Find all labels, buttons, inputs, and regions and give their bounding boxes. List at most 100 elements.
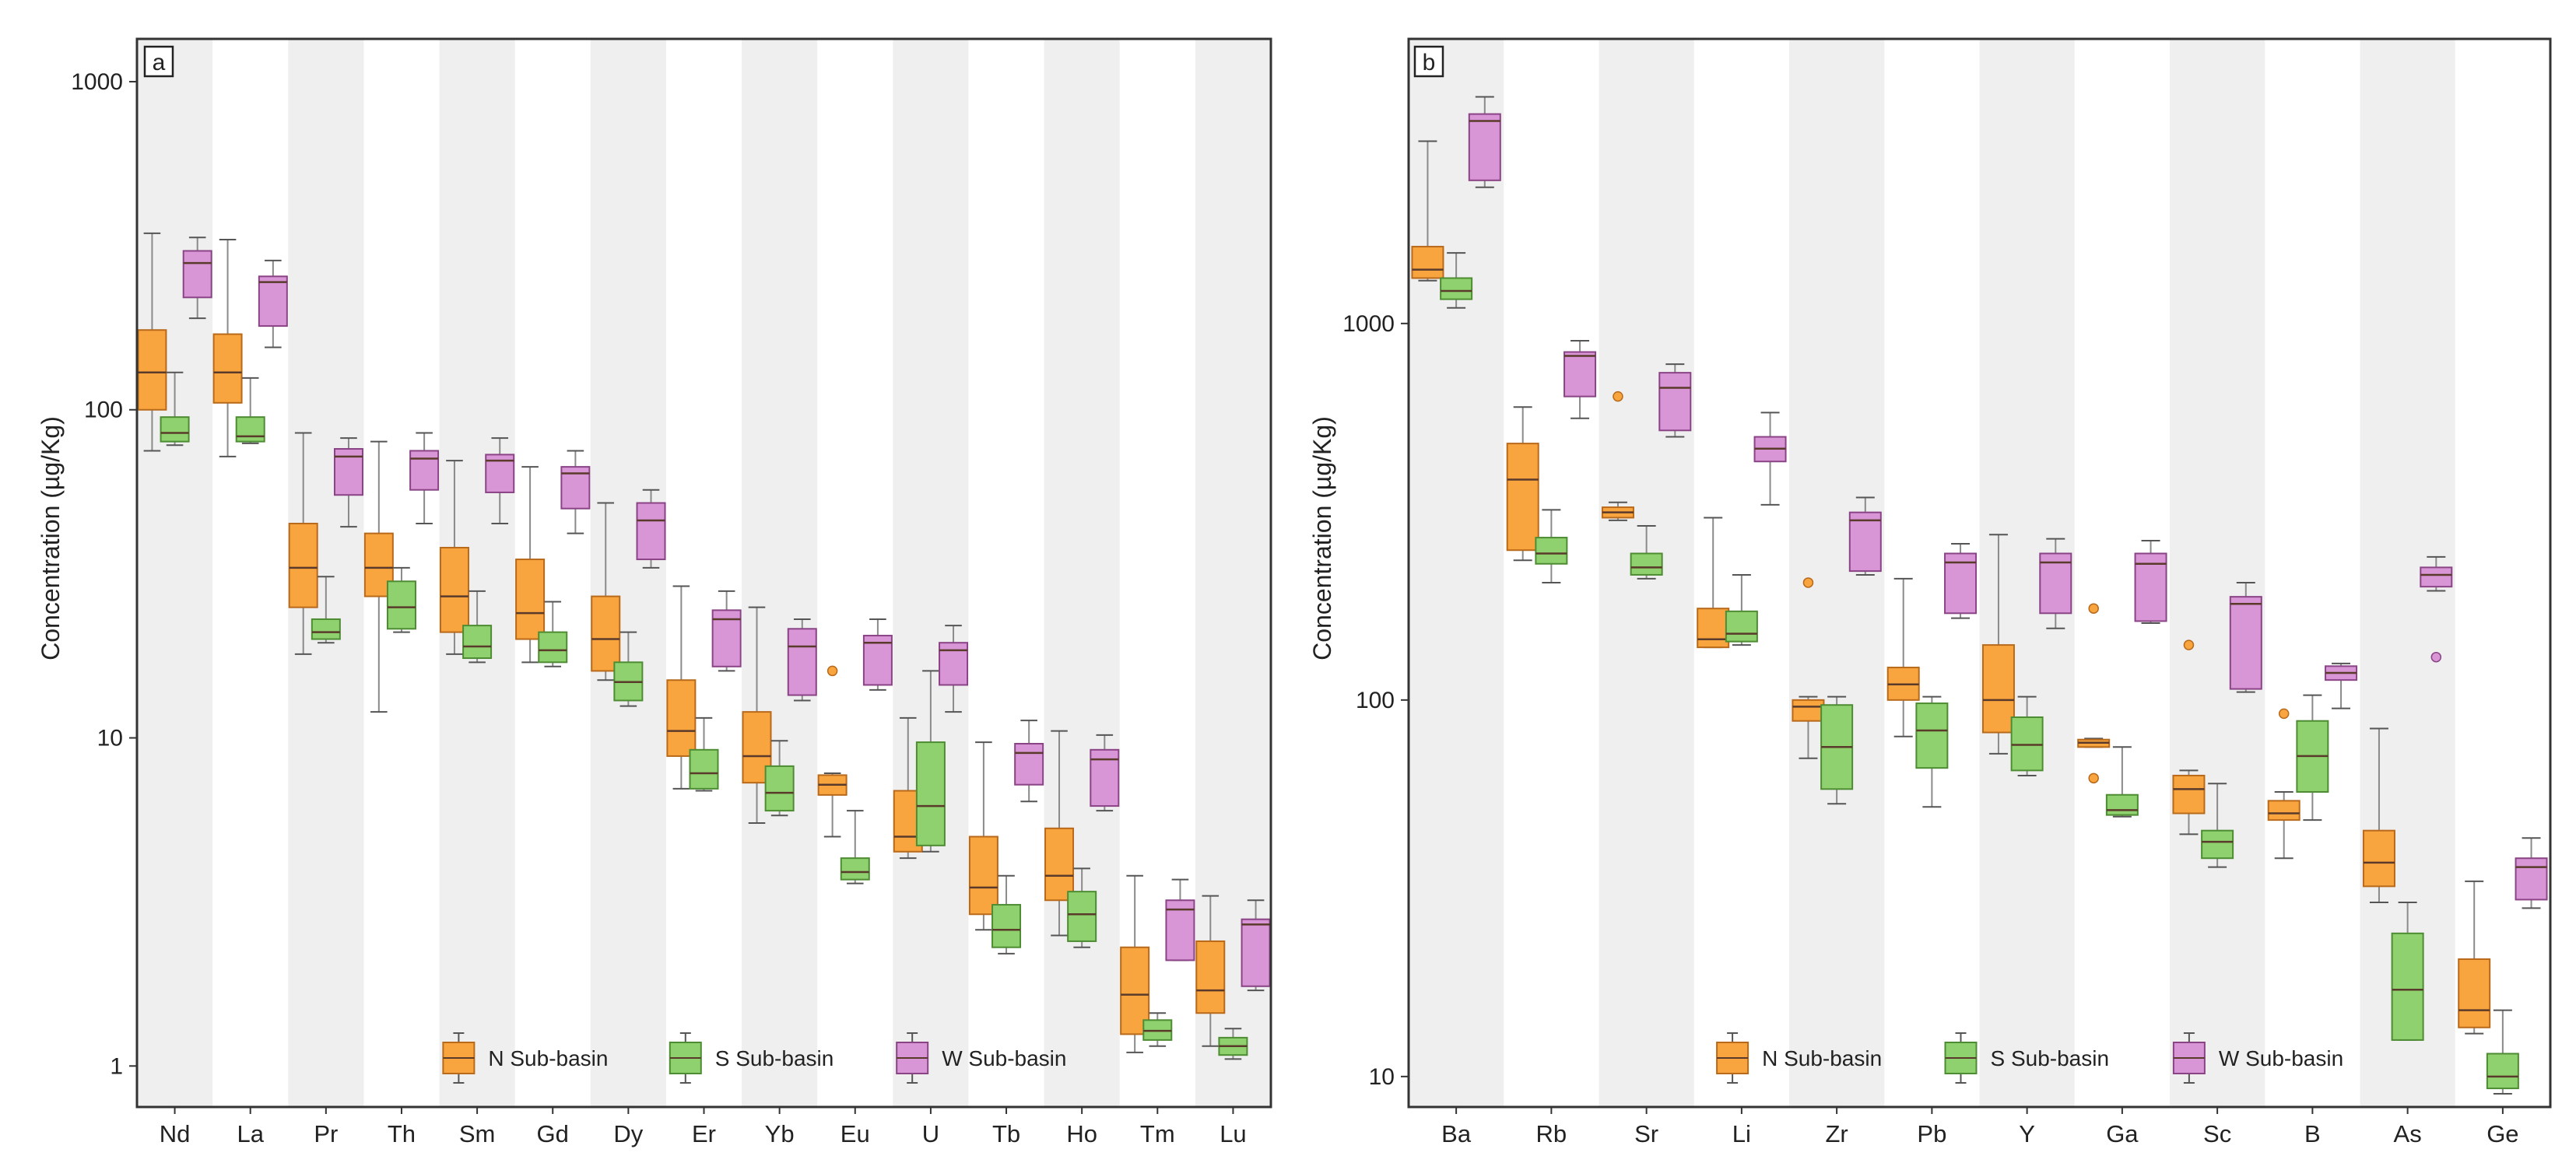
panel-a-w-tb-box xyxy=(1014,743,1044,786)
panel-a-n-lu-boxplot xyxy=(1195,895,1226,1047)
panel-b-label-box: b xyxy=(1413,45,1444,78)
panel-a-w-tm-boxplot xyxy=(1165,878,1195,962)
panel-a-w-ho-boxplot xyxy=(1090,734,1120,812)
panel-a-x-label-eu: Eu xyxy=(841,1120,870,1147)
panel-b-x-label-ge: Ge xyxy=(2487,1120,2518,1147)
panel-a-y-tick-label: 1 xyxy=(110,1053,123,1079)
panel-a-n-er-boxplot xyxy=(666,585,697,790)
panel-a-s-gd-box xyxy=(538,631,568,664)
panel-b-s-ga-boxplot xyxy=(2105,746,2139,818)
panel-a-s-la-boxplot xyxy=(235,377,265,444)
panel-a-s-gd-boxplot xyxy=(538,601,568,667)
panel-a-n-er-box xyxy=(666,679,697,757)
panel-b-n-sc-outlier xyxy=(2183,639,2195,650)
panel-b-x-label-as: As xyxy=(2394,1120,2422,1147)
panel-a-x-label-yb: Yb xyxy=(765,1120,795,1147)
panel-b-s-sc-box xyxy=(2201,829,2234,860)
panel-a-s-ho-box xyxy=(1067,891,1097,942)
panel-a-w-nd-boxplot xyxy=(182,236,212,320)
panel-a-y-tick-label: 10 xyxy=(97,726,123,751)
panel-b-s-y-box xyxy=(2010,716,2044,772)
panel-b-s-ba-boxplot xyxy=(1440,252,1473,309)
panel-b-s-li-boxplot xyxy=(1725,573,1758,646)
panel-a-n-nd-box xyxy=(137,329,167,411)
panel-a-w-lu-boxplot xyxy=(1241,899,1271,992)
panel-b-legend-item-n: N Sub-basin xyxy=(1716,1032,1882,1084)
panel-a-y-axis: 1 10 100 1000 xyxy=(71,69,137,1079)
panel-b-x-axis: Ba Rb Sr Li Zr Pb Y Ga Sc B As Ge xyxy=(1441,1107,2519,1147)
panel-a-legend: N Sub-basin S Sub-basin W Sub-basin xyxy=(442,1032,1066,1084)
panel-a-w-la-boxplot xyxy=(258,259,288,349)
panel-b-n-ge-boxplot xyxy=(2458,880,2491,1035)
panel-b-s-pb-boxplot xyxy=(1915,695,1949,808)
panel-a-x-label-nd: Nd xyxy=(160,1120,191,1147)
panel-b-n-sr-outlier xyxy=(1613,391,1623,402)
panel-b-n-y-box xyxy=(1981,644,2015,734)
panel-a-s-tm-boxplot xyxy=(1142,1012,1173,1047)
panel-b-s-as-boxplot xyxy=(2391,902,2424,1041)
panel-a-s-tb-boxplot xyxy=(991,874,1022,955)
panel-a-s-nd-boxplot xyxy=(160,371,190,447)
panel-b-n-zr-boxplot xyxy=(1792,577,1825,759)
legend-label: N Sub-basin xyxy=(488,1046,608,1070)
panel-b-n-as-boxplot xyxy=(2362,727,2395,904)
panel-a-x-label-ho: Ho xyxy=(1066,1120,1097,1147)
panel-a-n-lu-box xyxy=(1195,940,1226,1014)
panel-a-s-pr-boxplot xyxy=(311,576,341,644)
panel-b-s-ga-box xyxy=(2105,793,2139,816)
panel-a-w-gd-boxplot xyxy=(560,450,591,534)
panel-a-s-ho-boxplot xyxy=(1067,867,1097,948)
panel-b-x-label-zr: Zr xyxy=(1825,1120,1848,1147)
panel-a-chart: 1 10 100 1000 Nd La Pr Th Sm Gd Dy Er Yb Eu U Tb Ho Tm Lu… xyxy=(37,37,1272,1147)
panel-b-w-sr-boxplot xyxy=(1658,363,1692,438)
panel-a-w-sm-boxplot xyxy=(485,437,515,525)
panel-b-w-y-boxplot xyxy=(2039,538,2072,629)
panel-a-w-tb-boxplot xyxy=(1014,720,1044,803)
panel-b-n-ge-box xyxy=(2458,958,2491,1028)
panel-b-n-sc-box xyxy=(2172,774,2206,814)
panel-b-w-pb-boxplot xyxy=(1944,542,1978,619)
panel-b-n-li-boxplot xyxy=(1697,517,1730,649)
panel-b-s-li-box xyxy=(1725,610,1758,643)
panel-b-w-rb-boxplot xyxy=(1563,339,1597,419)
panel-a-w-ho-box xyxy=(1090,748,1120,807)
panel-b-n-y-boxplot xyxy=(1981,534,2015,755)
panel-b-s-ge-box xyxy=(2486,1053,2519,1090)
panel-b-boxplots xyxy=(1411,96,2548,1095)
panel-a-s-yb-boxplot xyxy=(764,740,795,817)
panel-a-x-label-tm: Tm xyxy=(1140,1120,1175,1147)
panel-a-x-label-pr: Pr xyxy=(314,1120,338,1147)
panel-a-n-eu-outlier xyxy=(826,665,838,677)
panel-a-y-tick-label: 1000 xyxy=(71,69,123,95)
panel-a-shade-yb xyxy=(742,39,818,1107)
panel-a-s-yb-box xyxy=(764,765,795,812)
panel-a-n-sm-box xyxy=(439,546,469,633)
panel-a-s-la-box xyxy=(235,416,265,443)
panel-a-y-tick-label: 100 xyxy=(84,398,123,423)
panel-a-n-tb-boxplot xyxy=(968,741,998,931)
panel-b-plot-frame xyxy=(1407,37,2552,1109)
panel-a-w-u-box xyxy=(939,642,969,686)
panel-b-n-rb-boxplot xyxy=(1506,406,1539,562)
panel-a-x-label-er: Er xyxy=(692,1120,716,1147)
panel-a-w-yb-boxplot xyxy=(787,618,817,702)
panel-b-y-tick-label: 10 xyxy=(1369,1064,1395,1090)
panel-b-x-label-ga: Ga xyxy=(2106,1120,2139,1147)
panel-b-chart: 10 100 1000 Ba Rb Sr Li Zr Pb Y Ga Sc B As Ge b Conce… xyxy=(1308,37,2552,1147)
panel-b-n-ba-box xyxy=(1411,246,1444,279)
panel-b-legend-item-s: S Sub-basin xyxy=(1944,1032,2109,1084)
panel-a-n-dy-boxplot xyxy=(591,502,621,681)
panel-a-s-nd-box xyxy=(160,416,190,443)
panel-b-n-pb-boxplot xyxy=(1886,577,1920,737)
panel-a-s-sm-box xyxy=(462,625,493,660)
panel-a-n-eu-boxplot xyxy=(817,665,848,838)
panel-a-w-dy-boxplot xyxy=(636,489,666,569)
panel-a-w-lu-box xyxy=(1241,918,1271,987)
panel-b-x-label-sc: Sc xyxy=(2203,1120,2231,1147)
panel-b-n-as-box xyxy=(2362,829,2395,888)
panel-a-s-u-boxplot xyxy=(915,670,946,853)
panel-b-n-rb-box xyxy=(1506,443,1539,552)
panel-a-label: a xyxy=(153,50,166,75)
panel-b-w-sc-box xyxy=(2229,596,2262,690)
panel-b-x-label-y: Y xyxy=(2019,1120,2035,1147)
